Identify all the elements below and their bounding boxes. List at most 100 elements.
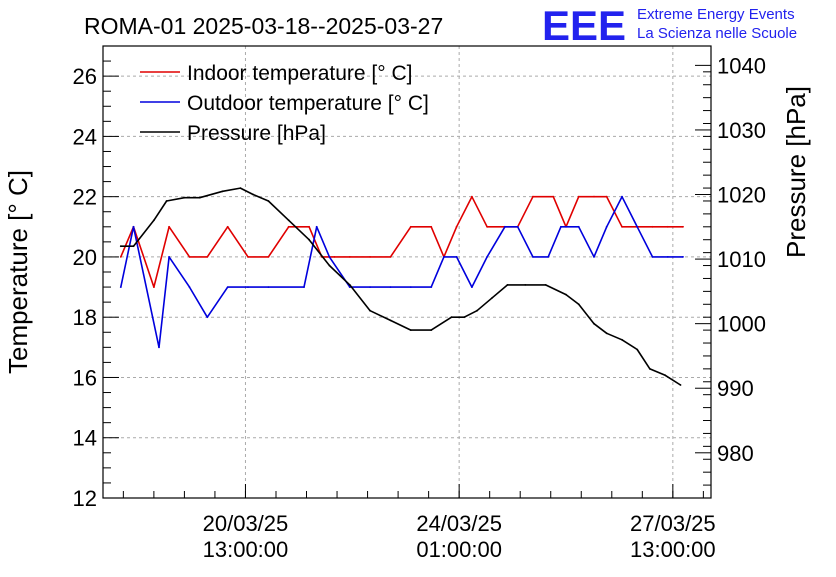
data-point-outdoor-temperature — [593, 256, 595, 258]
data-point-indoor-temperature — [666, 225, 669, 228]
y2-tick-label: 1010 — [717, 247, 766, 272]
data-point-indoor-temperature — [308, 225, 310, 228]
y-tick-label: 12 — [73, 486, 97, 511]
data-point-outdoor-temperature — [168, 256, 171, 258]
data-point-outdoor-temperature — [443, 256, 445, 258]
data-point-indoor-temperature — [153, 286, 155, 288]
data-point-indoor-temperature — [348, 256, 351, 258]
data-point-outdoor-temperature — [409, 286, 412, 288]
data-point-indoor-temperature — [471, 195, 473, 198]
data-point-pressure — [664, 374, 667, 377]
y2-tick-label: 1020 — [717, 183, 766, 208]
data-point-pressure — [506, 284, 509, 286]
data-point-pressure — [565, 293, 567, 296]
data-point-indoor-temperature — [226, 225, 229, 228]
data-point-pressure — [679, 384, 682, 386]
data-point-indoor-temperature — [188, 256, 191, 258]
y2-tick-label: 1030 — [717, 118, 766, 143]
y-tick-label: 22 — [73, 185, 97, 210]
data-point-pressure — [593, 322, 595, 325]
y-tick-label: 16 — [73, 365, 97, 390]
data-point-indoor-temperature — [206, 256, 209, 258]
legend-label-outdoor: Outdoor temperature [° C] — [187, 92, 429, 115]
axis-layer: 12 14 16 18 20 22 24 26 980 990 1000 1010 1020 1030 10… — [73, 53, 766, 562]
data-point-pressure — [389, 319, 392, 322]
series-layer — [119, 187, 684, 386]
y-axis-label-left: Temperature [° C] — [3, 170, 33, 374]
data-point-indoor-temperature — [682, 225, 684, 228]
data-point-indoor-temperature — [267, 256, 270, 258]
x-tick-label-time: 01:00:00 — [416, 537, 502, 562]
data-point-outdoor-temperature — [621, 195, 623, 198]
data-point-pressure — [369, 309, 371, 312]
x-tick-label-date: 24/03/25 — [416, 511, 502, 536]
y-tick-label: 24 — [73, 124, 97, 149]
data-point-pressure — [267, 200, 270, 202]
y-axis-label-right: Pressure [hPa] — [781, 86, 811, 258]
data-point-indoor-temperature — [119, 256, 122, 258]
data-point-pressure — [544, 284, 547, 286]
x-tick-label-time: 13:00:00 — [630, 537, 716, 562]
data-point-outdoor-temperature — [158, 346, 160, 349]
data-point-outdoor-temperature — [247, 286, 249, 288]
data-point-indoor-temperature — [552, 195, 555, 198]
data-point-pressure — [409, 329, 412, 331]
data-point-pressure — [198, 196, 201, 199]
x-tick-label-date: 27/03/25 — [630, 511, 716, 536]
data-point-outdoor-temperature — [532, 256, 534, 258]
data-point-outdoor-temperature — [516, 225, 519, 228]
data-point-outdoor-temperature — [577, 225, 580, 228]
data-point-pressure — [649, 368, 651, 370]
data-point-pressure — [476, 309, 478, 312]
data-point-pressure — [524, 284, 527, 286]
data-point-indoor-temperature — [593, 195, 595, 198]
data-point-outdoor-temperature — [651, 256, 654, 258]
data-point-pressure — [621, 338, 623, 341]
data-point-pressure — [577, 303, 580, 306]
data-point-pressure — [450, 316, 453, 319]
y2-tick-label: 1000 — [717, 312, 766, 337]
y2-tick-label: 990 — [717, 376, 754, 401]
chart-title: ROMA-01 2025-03-18--2025-03-27 — [84, 13, 443, 39]
data-point-pressure — [119, 245, 122, 248]
data-point-outdoor-temperature — [315, 225, 318, 228]
data-point-indoor-temperature — [287, 225, 290, 228]
data-point-pressure — [491, 296, 494, 299]
series-line-indoor-temperature — [120, 195, 683, 288]
data-point-pressure — [605, 332, 608, 335]
data-point-outdoor-temperature — [206, 316, 209, 319]
org-name-line2: La Scienza nelle Scuole — [637, 25, 797, 42]
data-point-indoor-temperature — [621, 225, 623, 228]
legend: Indoor temperature [° C] Outdoor tempera… — [140, 62, 429, 145]
data-point-outdoor-temperature — [636, 225, 639, 228]
data-point-indoor-temperature — [532, 195, 534, 198]
data-point-indoor-temperature — [409, 225, 412, 228]
data-point-outdoor-temperature — [682, 256, 684, 258]
data-point-outdoor-temperature — [560, 225, 562, 228]
legend-label-pressure: Pressure [hPa] — [187, 122, 326, 145]
data-point-outdoor-temperature — [666, 256, 669, 258]
data-point-indoor-temperature — [605, 195, 608, 198]
data-point-pressure — [132, 245, 135, 248]
data-point-indoor-temperature — [455, 225, 458, 228]
data-point-outdoor-temperature — [328, 256, 331, 258]
data-point-outdoor-temperature — [504, 225, 506, 228]
data-point-indoor-temperature — [486, 225, 488, 228]
data-point-outdoor-temperature — [132, 225, 135, 228]
eee-logo-text: EEE — [542, 2, 626, 49]
data-point-pressure — [252, 193, 255, 196]
data-point-pressure — [221, 190, 224, 193]
legend-label-indoor: Indoor temperature [° C] — [187, 62, 413, 85]
data-point-outdoor-temperature — [303, 286, 305, 288]
data-point-indoor-temperature — [430, 225, 433, 228]
data-point-outdoor-temperature — [226, 286, 229, 288]
data-point-outdoor-temperature — [389, 286, 392, 288]
grid-layer — [103, 46, 711, 498]
data-point-indoor-temperature — [389, 256, 392, 258]
data-point-indoor-temperature — [333, 256, 336, 258]
data-point-outdoor-temperature — [455, 256, 458, 258]
org-name-line1: Extreme Energy Events — [637, 6, 795, 23]
data-point-pressure — [153, 219, 155, 222]
y2-tick-label: 980 — [717, 441, 754, 466]
